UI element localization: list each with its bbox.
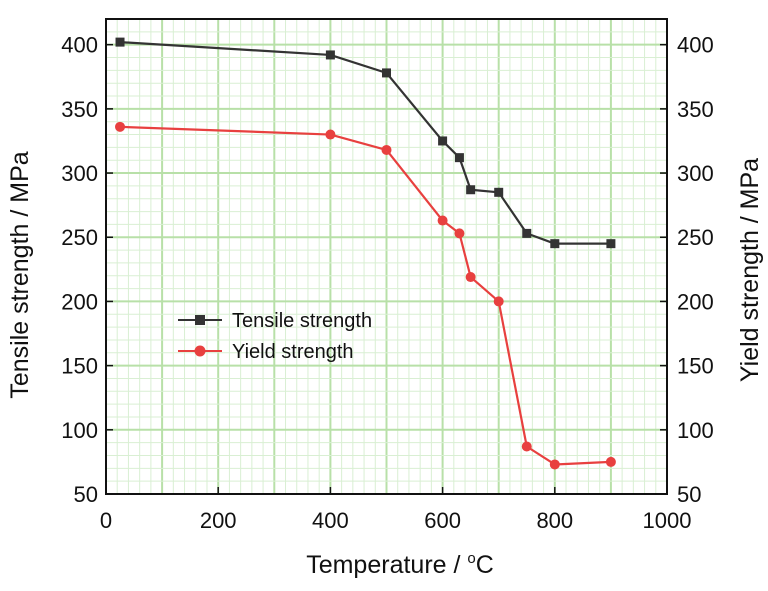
yield-point bbox=[381, 144, 392, 155]
plot-frame bbox=[105, 18, 668, 495]
x-tick-label: 1000 bbox=[643, 508, 692, 533]
x-axis-title: Temperature / oC bbox=[306, 550, 494, 579]
legend-yield-label: Yield strength bbox=[232, 341, 354, 363]
tensile-point bbox=[438, 136, 448, 146]
axis-frame bbox=[105, 18, 668, 495]
yield-point bbox=[454, 228, 465, 239]
y-axis-right-title: Yield strength / MPa bbox=[736, 158, 764, 382]
tensile-point bbox=[382, 68, 391, 78]
tensile-point bbox=[550, 239, 560, 249]
x-tick-label: 400 bbox=[312, 508, 349, 533]
x-tick-label: 800 bbox=[536, 508, 573, 533]
yield-point bbox=[437, 215, 448, 226]
y-tick-label-left: 50 bbox=[74, 482, 98, 507]
yield-point bbox=[115, 121, 126, 132]
yield-point bbox=[521, 441, 532, 452]
yield-point bbox=[325, 129, 336, 140]
y-axis-left-title: Tensile strength / MPa bbox=[6, 151, 34, 398]
grid bbox=[106, 19, 667, 494]
tensile-point bbox=[494, 187, 504, 197]
y-tick-label-left: 100 bbox=[61, 418, 98, 443]
y-tick-label-left: 150 bbox=[61, 354, 98, 379]
legend: Tensile strength Yield strength bbox=[178, 310, 372, 363]
tensile-point bbox=[606, 239, 616, 249]
legend-yield-marker bbox=[194, 345, 206, 357]
tensile-point bbox=[522, 228, 532, 238]
y-tick-label-right: 250 bbox=[677, 225, 714, 250]
yield-point bbox=[549, 459, 560, 470]
y-tick-label-left: 200 bbox=[61, 289, 98, 314]
y-tick-label-right: 150 bbox=[677, 354, 714, 379]
tensile-point bbox=[115, 37, 125, 47]
y-tick-label-right: 50 bbox=[677, 482, 701, 507]
y-tick-label-left: 250 bbox=[61, 225, 98, 250]
yield-point bbox=[465, 272, 476, 283]
y-tick-label-right: 400 bbox=[677, 33, 714, 58]
legend-tensile-label: Tensile strength bbox=[232, 310, 372, 332]
tensile-point bbox=[466, 185, 476, 195]
series-layer bbox=[115, 37, 616, 470]
x-tick-label: 200 bbox=[200, 508, 237, 533]
tensile-point bbox=[454, 153, 464, 163]
y-tick-label-right: 300 bbox=[677, 161, 714, 186]
y-tick-label-left: 300 bbox=[61, 161, 98, 186]
x-tick-label: 0 bbox=[100, 508, 112, 533]
y-tick-label-left: 350 bbox=[61, 97, 98, 122]
y-tick-label-right: 350 bbox=[677, 97, 714, 122]
tensile-point bbox=[325, 50, 335, 60]
y-tick-label-right: 100 bbox=[677, 418, 714, 443]
legend-tensile-marker bbox=[195, 315, 205, 325]
y-tick-label-left: 400 bbox=[61, 33, 98, 58]
yield-point bbox=[605, 456, 616, 467]
x-tick-label: 600 bbox=[424, 508, 461, 533]
yield-point bbox=[493, 296, 504, 307]
y-tick-label-right: 200 bbox=[677, 289, 714, 314]
tensile-series-line bbox=[119, 41, 611, 245]
yield-series-line bbox=[119, 125, 611, 466]
